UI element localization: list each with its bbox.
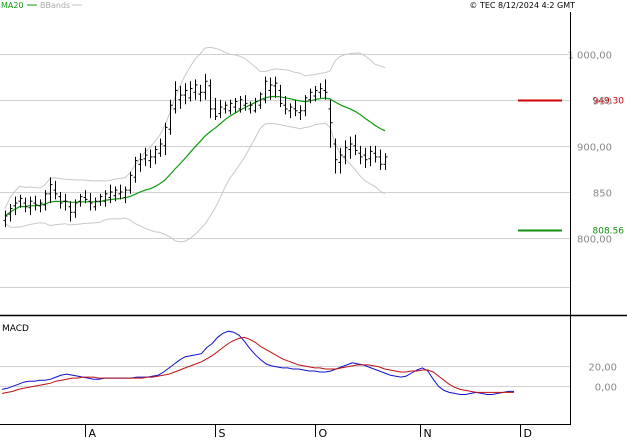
support-label: 808.56 bbox=[593, 227, 625, 237]
ma20-line bbox=[4, 95, 386, 217]
price-tick-label: 1 000,00 bbox=[567, 51, 612, 62]
macd-title: MACD bbox=[2, 324, 29, 334]
price-tick-label: 800,00 bbox=[577, 235, 612, 246]
price-tick-label: 950 bbox=[593, 97, 612, 108]
bbands-legend: BBands bbox=[40, 1, 70, 10]
x-tick-label: O bbox=[319, 427, 328, 440]
price-gridlines bbox=[0, 54, 570, 288]
x-tick-label: A bbox=[89, 427, 97, 440]
x-tick-label: N bbox=[424, 427, 432, 440]
macd-tick-label: 0,00 bbox=[595, 383, 617, 394]
ma20-legend: MA20 bbox=[1, 1, 24, 10]
bollinger-bands bbox=[4, 46, 386, 243]
price-levels: 949.30 808.56 bbox=[518, 97, 624, 237]
signal-path bbox=[1, 336, 514, 394]
price-tick-label: 900,00 bbox=[577, 143, 612, 154]
x-tick-label: S bbox=[219, 427, 226, 440]
price-tick-label: 850 bbox=[593, 189, 612, 200]
macd-gridlines bbox=[0, 366, 570, 387]
macd-lines bbox=[1, 330, 514, 395]
resistance-label: 949.30 bbox=[593, 97, 625, 107]
price-bars bbox=[3, 73, 388, 228]
x-tick-label: D bbox=[524, 427, 532, 440]
upper-band bbox=[4, 46, 386, 209]
source-credit: © TEC 8/12/2024 4:2 GMT bbox=[469, 1, 575, 10]
macd-path bbox=[1, 330, 514, 395]
price-y-axis: 1 000,00 950 900,00 850 800,00 bbox=[567, 51, 612, 246]
macd-tick-label: 20,00 bbox=[588, 363, 617, 374]
lower-band bbox=[4, 122, 386, 243]
ma20-path bbox=[4, 95, 386, 217]
macd-y-axis: 20,00 0,00 bbox=[588, 363, 617, 394]
